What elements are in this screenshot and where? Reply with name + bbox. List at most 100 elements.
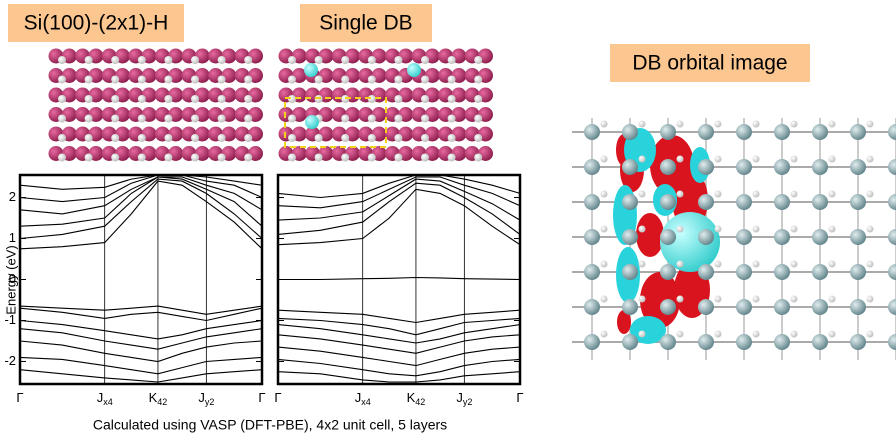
si-atom	[774, 194, 790, 210]
si-atom	[812, 299, 828, 315]
h-atom	[791, 261, 798, 268]
si-atom	[774, 124, 790, 140]
h-atom	[448, 56, 456, 64]
h-atom	[315, 76, 323, 84]
h-atom	[341, 76, 349, 84]
h-atom	[753, 261, 760, 268]
band	[20, 177, 262, 214]
x-tick-subscript: y2	[205, 397, 215, 407]
h-atom	[474, 56, 482, 64]
si-atom	[812, 194, 828, 210]
si-atom	[660, 299, 676, 315]
si-atom	[622, 159, 638, 175]
h-atom	[677, 191, 684, 198]
h-atom	[85, 134, 93, 142]
h-atom	[474, 134, 482, 142]
h-atom	[85, 76, 93, 84]
h-atom	[244, 154, 252, 162]
h-atom	[867, 156, 874, 163]
h-atom	[639, 121, 646, 128]
x-tick-subscript: x4	[103, 397, 113, 407]
y-tick-label: 0	[9, 271, 16, 286]
h-atom	[601, 331, 608, 338]
si-atom	[698, 229, 714, 245]
h-atom	[421, 76, 429, 84]
band	[278, 175, 520, 198]
h-atom	[715, 296, 722, 303]
h-atom	[867, 226, 874, 233]
si-atom	[888, 264, 896, 280]
x-tick-label: Γ	[258, 390, 265, 405]
h-atom	[601, 191, 608, 198]
h-atom	[791, 296, 798, 303]
si-atom	[850, 264, 866, 280]
h-atom	[244, 76, 252, 84]
h-atom	[753, 226, 760, 233]
h-atom	[791, 331, 798, 338]
h-atom	[341, 134, 349, 142]
si-atom	[850, 334, 866, 350]
si-atom	[584, 229, 600, 245]
band	[278, 372, 520, 382]
h-atom	[677, 226, 684, 233]
si-atom	[736, 299, 752, 315]
si-atom	[736, 229, 752, 245]
x-tick-text: Γ	[516, 390, 523, 405]
h-atom	[244, 134, 252, 142]
si-atom	[622, 124, 638, 140]
db-atom	[407, 63, 421, 77]
si-atom	[888, 334, 896, 350]
band	[20, 357, 262, 373]
h-atom	[288, 134, 296, 142]
y-tick-label: -2	[4, 353, 16, 368]
h-atom	[58, 115, 66, 123]
h-atom	[639, 191, 646, 198]
h-atom	[368, 56, 376, 64]
si-atom	[584, 159, 600, 175]
si-atom	[660, 229, 676, 245]
h-atom	[601, 261, 608, 268]
h-atom	[58, 154, 66, 162]
si-atom	[774, 229, 790, 245]
h-atom	[394, 115, 402, 123]
h-atom	[218, 134, 226, 142]
x-tick-subscript: x4	[361, 397, 371, 407]
band	[278, 278, 520, 280]
si-atom	[888, 229, 896, 245]
band	[20, 329, 262, 350]
band	[20, 308, 262, 320]
si-atom	[584, 264, 600, 280]
h-atom	[138, 56, 146, 64]
h-atom	[111, 56, 119, 64]
si-atom	[850, 159, 866, 175]
h-atom	[448, 134, 456, 142]
h-atom	[448, 154, 456, 162]
h-atom	[288, 154, 296, 162]
orbital-lobe	[636, 213, 664, 257]
band	[278, 189, 520, 244]
x-tick-label: Γ	[516, 390, 523, 405]
h-atom	[341, 115, 349, 123]
x-tick-label: K42	[149, 390, 168, 407]
h-atom	[421, 115, 429, 123]
h-atom	[368, 115, 376, 123]
si-atom	[774, 299, 790, 315]
h-atom	[867, 191, 874, 198]
h-atom	[315, 134, 323, 142]
si-atom	[698, 334, 714, 350]
h-atom	[448, 76, 456, 84]
db-atom	[304, 63, 318, 77]
h-atom	[288, 115, 296, 123]
h-atom	[829, 191, 836, 198]
h-atom	[791, 156, 798, 163]
si-atom	[698, 159, 714, 175]
x-tick-subscript: y2	[463, 397, 473, 407]
h-atom	[138, 115, 146, 123]
h-atom	[218, 154, 226, 162]
x-tick-label: Jx4	[355, 390, 371, 407]
h-atom	[677, 156, 684, 163]
h-atom	[111, 76, 119, 84]
si-atom	[736, 159, 752, 175]
h-atom	[421, 95, 429, 103]
